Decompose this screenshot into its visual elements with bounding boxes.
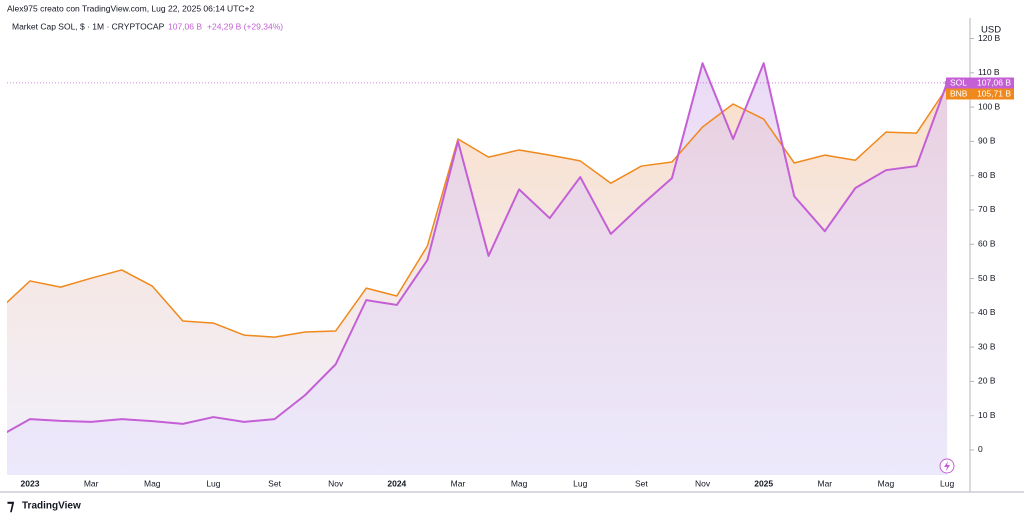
x-tick-label: 2024: [387, 478, 406, 488]
x-tick-label: Nov: [328, 478, 344, 488]
y-tick-label: 80 B: [978, 170, 996, 180]
y-tick-label: 120 B: [978, 33, 1001, 43]
x-tick-label: Mag: [511, 478, 528, 488]
x-tick-label: Set: [268, 478, 281, 488]
change: +24,29 B (+29,34%): [207, 21, 283, 31]
y-tick-label: 10 B: [978, 410, 996, 420]
lightning-glyph: [944, 461, 950, 471]
y-tick-label: 20 B: [978, 376, 996, 386]
y-tick-label: 40 B: [978, 307, 996, 317]
price-tag-value: 105,71 B: [977, 88, 1011, 98]
price-tag: [946, 77, 1014, 89]
brand: TradingView: [22, 501, 81, 512]
x-tick-label: Nov: [695, 478, 711, 488]
credit: Alex975 creato con TradingView.com, Lug …: [7, 3, 254, 13]
price-tag-name: BNB: [950, 88, 968, 98]
y-tick-label: 50 B: [978, 273, 996, 283]
x-tick-label: 2025: [754, 478, 773, 488]
x-tick-label: Mar: [817, 478, 832, 488]
x-tick-label: Set: [635, 478, 648, 488]
x-tick-label: Mag: [878, 478, 895, 488]
x-tick-label: Lug: [940, 478, 954, 488]
x-tick-label: Lug: [206, 478, 220, 488]
x-tick-label: Mar: [84, 478, 99, 488]
logo: ⁊: [7, 497, 15, 514]
x-tick-label: Lug: [573, 478, 587, 488]
y-tick-label: 0: [978, 444, 983, 454]
price-tag-value: 107,06 B: [977, 77, 1011, 87]
line: [7, 62, 949, 434]
y-tick-label: 110 B: [978, 67, 1000, 77]
line: [7, 87, 948, 338]
x-tick-label: Mar: [451, 478, 466, 488]
y-tick-label: 70 B: [978, 204, 996, 214]
x-tick-label: 2023: [21, 478, 40, 488]
y-tick-label: 30 B: [978, 341, 996, 351]
area: [7, 63, 948, 475]
price-tag: [946, 88, 1014, 100]
y-tick-label: 60 B: [978, 238, 996, 248]
last-value: 107,06 B: [168, 21, 202, 31]
x-tick-label: Mag: [144, 478, 161, 488]
price-tag-name: SOL: [950, 77, 967, 87]
y-axis-label: USD: [981, 25, 1001, 36]
subtitle: Market Cap SOL, $ · 1M · CRYPTOCAP: [12, 21, 165, 31]
y-tick-label: 100 B: [978, 101, 1001, 111]
y-tick-label: 90 B: [978, 136, 996, 146]
